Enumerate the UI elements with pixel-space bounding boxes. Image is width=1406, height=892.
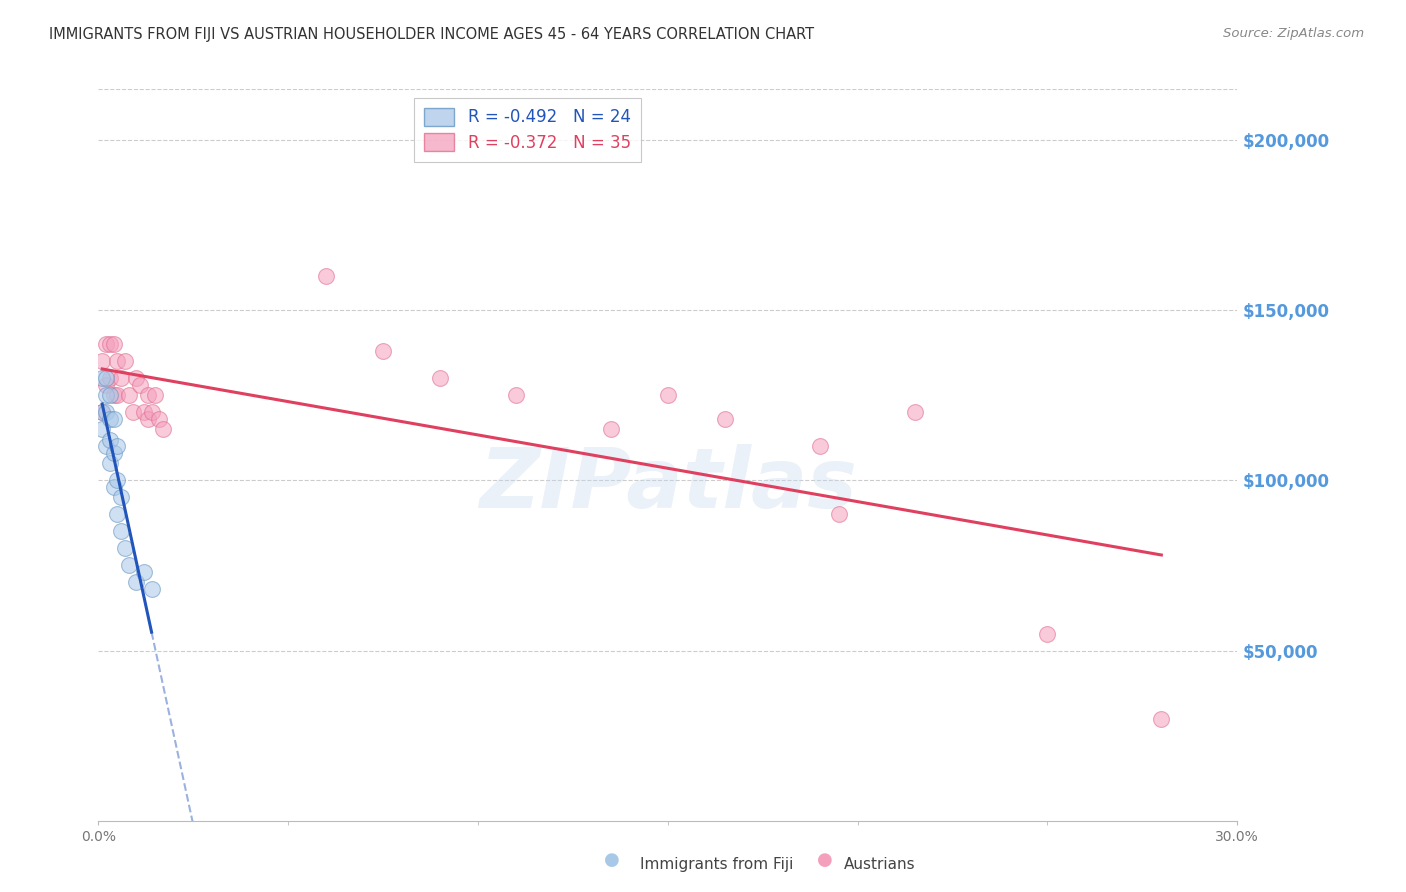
Point [132,405,155,419]
Point [118,558,141,573]
Point [94,405,117,419]
Point [714,412,737,426]
Point [371,344,394,359]
Text: Immigrants from Fiji: Immigrants from Fiji [640,857,793,872]
Point [103,388,125,402]
Point [98,412,121,426]
Point [141,405,163,419]
Point [91,405,114,419]
Point [136,388,159,402]
Point [136,412,159,426]
Point [98,433,121,447]
Point [91,422,114,436]
Point [129,378,152,392]
Point [828,508,851,522]
Point [110,491,132,505]
Point [98,337,121,351]
Text: ●: ● [817,851,834,869]
Point [107,388,129,402]
Point [94,439,117,453]
Point [103,412,125,426]
Point [118,388,141,402]
Point [94,378,117,392]
Point [125,575,148,590]
Point [98,371,121,385]
Point [107,508,129,522]
Point [103,337,125,351]
Point [1150,712,1173,726]
Point [125,371,148,385]
Point [91,354,114,368]
Point [98,457,121,471]
Point [141,582,163,597]
Point [114,541,136,556]
Point [91,405,114,419]
Point [103,446,125,460]
Text: Austrians: Austrians [844,857,915,872]
Point [107,474,129,488]
Point [600,422,623,436]
Legend: R = -0.492   N = 24, R = -0.372   N = 35: R = -0.492 N = 24, R = -0.372 N = 35 [415,97,641,161]
Text: ZIPatlas: ZIPatlas [479,443,856,524]
Point [152,422,174,436]
Point [110,371,132,385]
Point [505,388,527,402]
Point [94,337,117,351]
Point [91,371,114,385]
Text: IMMIGRANTS FROM FIJI VS AUSTRIAN HOUSEHOLDER INCOME AGES 45 - 64 YEARS CORRELATI: IMMIGRANTS FROM FIJI VS AUSTRIAN HOUSEHO… [49,27,814,42]
Point [94,388,117,402]
Point [808,439,831,453]
Point [145,388,167,402]
Text: Source: ZipAtlas.com: Source: ZipAtlas.com [1223,27,1364,40]
Point [148,412,170,426]
Point [904,405,927,419]
Point [114,354,136,368]
Point [107,439,129,453]
Point [429,371,451,385]
Point [103,480,125,494]
Point [315,269,337,284]
Point [98,388,121,402]
Point [94,371,117,385]
Point [1036,626,1059,640]
Text: ●: ● [603,851,620,869]
Point [132,566,155,580]
Point [110,524,132,539]
Point [657,388,679,402]
Point [121,405,143,419]
Point [107,354,129,368]
